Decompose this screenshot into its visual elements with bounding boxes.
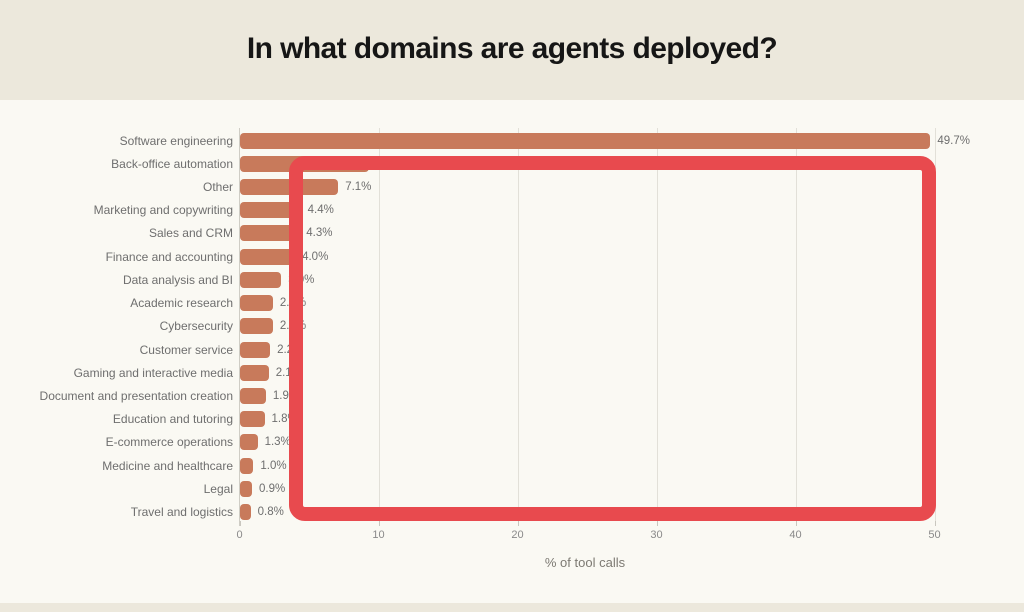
value-label: 0.8% [257, 506, 284, 519]
x-tick-mark [656, 521, 658, 526]
x-tick-label: 40 [789, 529, 802, 541]
category-label: Software engineering [119, 133, 233, 148]
value-label: 1.0% [260, 459, 287, 472]
x-tick-mark [517, 521, 519, 526]
bar [239, 179, 339, 196]
x-tick-label: 20 [511, 529, 524, 541]
value-label: 0.9% [259, 482, 286, 495]
category-label: Academic research [130, 296, 233, 311]
x-axis-label: % of tool calls [544, 555, 626, 570]
bar [239, 295, 273, 312]
category-label: Education and tutoring [112, 412, 233, 427]
category-label: Finance and accounting [105, 249, 233, 264]
category-label: Medicine and healthcare [102, 458, 233, 473]
bar [239, 318, 273, 335]
value-label: 4.4% [307, 204, 334, 217]
bar [239, 434, 258, 451]
bar [239, 388, 266, 405]
value-label: 7.1% [345, 181, 372, 194]
x-tick-label: 30 [650, 529, 663, 541]
category-label: Legal [203, 481, 233, 496]
bar [239, 504, 251, 521]
bar [239, 202, 301, 219]
category-label: Cybersecurity [159, 319, 233, 334]
y-axis-line [238, 128, 240, 526]
value-label: 4.0% [302, 250, 329, 263]
gridline [656, 128, 658, 521]
x-tick-mark [378, 521, 380, 526]
x-tick-mark [934, 521, 936, 526]
chart-title: In what domains are agents deployed? [246, 32, 778, 65]
gridline [795, 128, 797, 521]
gridline [517, 128, 519, 521]
bar [239, 480, 252, 497]
x-tick-label: 0 [236, 529, 243, 541]
bar [239, 341, 271, 358]
value-label: 4.3% [306, 227, 333, 240]
bar [239, 411, 265, 428]
highlight-rectangle-annotation [289, 156, 936, 521]
bar [239, 132, 931, 149]
value-label: 49.7% [937, 134, 970, 147]
category-label: Marketing and copywriting [93, 203, 233, 218]
category-label: E-commerce operations [105, 435, 233, 450]
category-label: Data analysis and BI [122, 272, 233, 287]
x-tick-mark [239, 521, 241, 526]
bar [239, 225, 300, 242]
value-label: 1.3% [264, 436, 291, 449]
category-label: Gaming and interactive media [73, 365, 233, 380]
category-label: Customer service [139, 342, 233, 357]
x-tick-label: 50 [928, 529, 941, 541]
header-band [0, 0, 1024, 100]
category-label: Other [202, 180, 233, 195]
bar [239, 271, 282, 288]
category-label: Sales and CRM [148, 226, 233, 241]
x-tick-label: 10 [372, 529, 385, 541]
bar [239, 364, 269, 381]
category-label: Travel and logistics [130, 505, 233, 520]
category-label: Document and presentation creation [39, 389, 233, 404]
category-label: Back-office automation [111, 156, 233, 171]
x-tick-mark [795, 521, 797, 526]
bar [239, 248, 296, 265]
bar [239, 457, 254, 474]
footer-band [0, 603, 1024, 612]
gridline [378, 128, 380, 521]
